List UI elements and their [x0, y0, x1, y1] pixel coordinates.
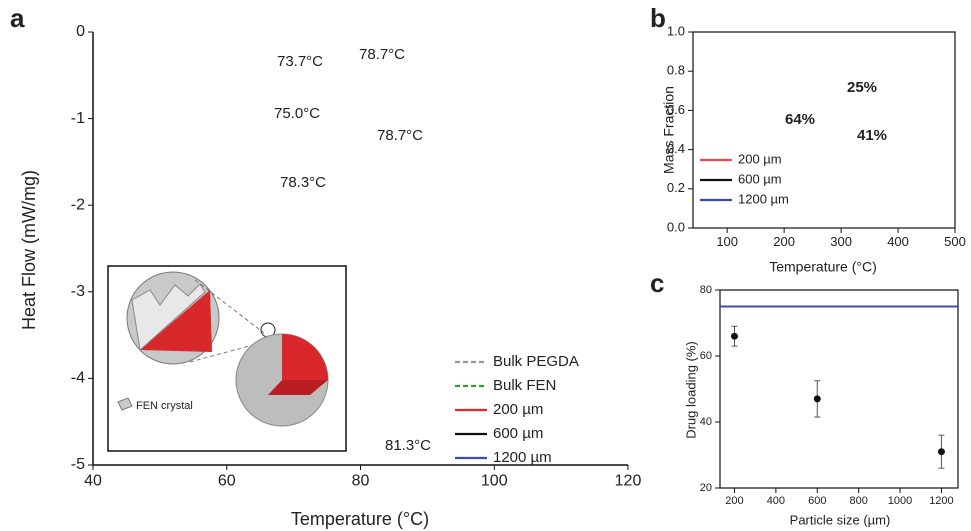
- panel: c 200 400 600 800 1000 1200 20 40 60 80 Particle si…: [650, 268, 959, 527]
- x-tick-label: 1200: [929, 495, 953, 507]
- y-tick-label: -2: [71, 196, 85, 213]
- legend-label: 200 µm: [738, 151, 782, 166]
- legend-label: 1200 µm: [493, 449, 552, 466]
- point: [730, 332, 738, 340]
- annotation: 41%: [857, 127, 887, 144]
- y-tick-label: 0.2: [667, 180, 685, 195]
- inset-particle-cut: [268, 380, 328, 395]
- y-tick-label: -1: [71, 110, 85, 127]
- legend-label: 1200 µm: [738, 191, 789, 206]
- panel: b 100 200 300 400 500 0.0 0.2 0.4 0.6 0.8 1.0 Temper…: [650, 3, 966, 275]
- y-tick-label: 1.0: [667, 23, 685, 38]
- y-axis-label: Mass Fraction: [661, 86, 677, 174]
- y-axis-label: Heat Flow (mW/mg): [19, 170, 39, 330]
- x-axis-label: Temperature (°C): [291, 509, 429, 529]
- plot-frame: [719, 289, 959, 489]
- legend-label: 600 µm: [738, 171, 782, 186]
- y-tick-label: 0.4: [667, 141, 685, 156]
- x-tick-label: 100: [716, 234, 738, 249]
- x-tick-label: 400: [887, 234, 909, 249]
- x-tick-label: 200: [773, 234, 795, 249]
- inset: FEN crystal: [107, 265, 347, 452]
- legend-label: Bulk FEN: [493, 377, 556, 394]
- x-axis-label: Particle size (µm): [790, 512, 891, 527]
- plot-frame: [692, 31, 956, 229]
- y-tick-label: -3: [71, 283, 85, 300]
- x-tick-label: 800: [849, 495, 867, 507]
- inset-particle-cut: [282, 334, 328, 380]
- x-tick-label: 80: [352, 473, 370, 490]
- annotation: 64%: [785, 111, 815, 128]
- annotation: 78.3°C: [280, 174, 326, 191]
- y-tick-label: 0.8: [667, 63, 685, 78]
- legend-label: 600 µm: [493, 425, 543, 442]
- y-tick-label: 0.0: [667, 219, 685, 234]
- inset-zoom-core: [140, 290, 212, 352]
- panel-label: c: [650, 268, 664, 298]
- inset-crystals: [131, 283, 206, 351]
- panel: a 40 60 80 100 120 0 -1 -2 -3 -4 -5 Temperature (°C)…: [10, 3, 641, 529]
- y-tick-label: -5: [71, 456, 85, 473]
- y-tick-label: 0: [76, 23, 85, 40]
- y-tick-label: 40: [700, 416, 712, 428]
- inset-crystal-icon: [117, 397, 133, 411]
- panel-label: a: [10, 3, 25, 33]
- x-tick-label: 400: [767, 495, 785, 507]
- y-tick-label: -4: [71, 370, 85, 387]
- x-tick-label: 300: [830, 234, 852, 249]
- x-tick-label: 200: [725, 495, 743, 507]
- annotation: 75.0°C: [274, 105, 320, 122]
- point: [937, 448, 945, 456]
- x-tick-label: 100: [481, 473, 508, 490]
- point: [813, 395, 821, 403]
- y-axis-label: Drug loading (%): [683, 341, 698, 439]
- y-tick-label: 0.6: [667, 102, 685, 117]
- x-tick-label: 120: [615, 473, 642, 490]
- y-tick-label: 20: [700, 482, 712, 494]
- panel-label: b: [650, 3, 666, 33]
- annotation: 81.3°C: [385, 437, 431, 454]
- x-tick-label: 60: [218, 473, 236, 490]
- legend-label: 200 µm: [493, 401, 543, 418]
- x-tick-label: 500: [944, 234, 966, 249]
- y-tick-label: 60: [700, 350, 712, 362]
- annotation: 78.7°C: [377, 127, 423, 144]
- inset-leader: [194, 279, 265, 334]
- legend-label: Bulk PEGDA: [493, 353, 579, 370]
- x-tick-label: 1000: [888, 495, 912, 507]
- annotation: 78.7°C: [359, 46, 405, 63]
- annotation: 25%: [847, 79, 877, 96]
- y-tick-label: 80: [700, 284, 712, 296]
- x-axis-label: Temperature (°C): [769, 259, 877, 275]
- inset-label: FEN crystal: [136, 400, 193, 412]
- annotation: 73.7°C: [277, 53, 323, 70]
- x-tick-label: 600: [808, 495, 826, 507]
- x-tick-label: 40: [84, 473, 102, 490]
